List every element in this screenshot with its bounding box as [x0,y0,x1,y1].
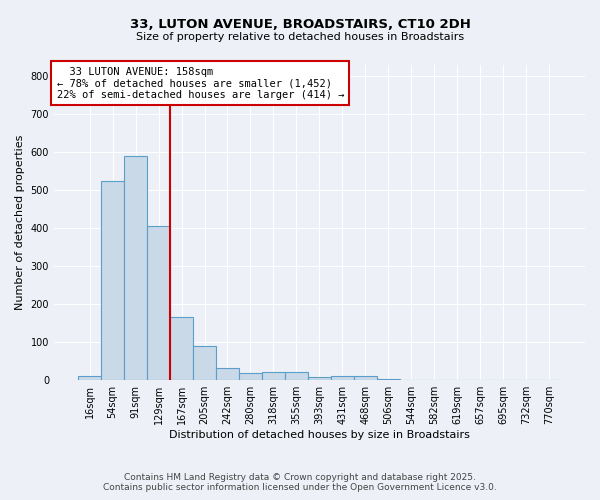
X-axis label: Distribution of detached houses by size in Broadstairs: Distribution of detached houses by size … [169,430,470,440]
Text: Size of property relative to detached houses in Broadstairs: Size of property relative to detached ho… [136,32,464,42]
Bar [193,346,216,380]
Bar [354,376,377,380]
Bar [262,372,285,380]
Bar [285,372,308,380]
Bar [331,376,354,380]
Bar [78,376,101,380]
Bar [124,156,147,380]
Bar [377,378,400,380]
Bar [239,372,262,380]
Bar [101,181,124,380]
Y-axis label: Number of detached properties: Number of detached properties [15,135,25,310]
Text: 33, LUTON AVENUE, BROADSTAIRS, CT10 2DH: 33, LUTON AVENUE, BROADSTAIRS, CT10 2DH [130,18,470,30]
Bar [170,317,193,380]
Bar [216,368,239,380]
Bar [147,226,170,380]
Bar [308,377,331,380]
Text: Contains public sector information licensed under the Open Government Licence v3: Contains public sector information licen… [103,484,497,492]
Text: 33 LUTON AVENUE: 158sqm  
← 78% of detached houses are smaller (1,452)
22% of se: 33 LUTON AVENUE: 158sqm ← 78% of detache… [56,66,344,100]
Text: Contains HM Land Registry data © Crown copyright and database right 2025.: Contains HM Land Registry data © Crown c… [124,472,476,482]
